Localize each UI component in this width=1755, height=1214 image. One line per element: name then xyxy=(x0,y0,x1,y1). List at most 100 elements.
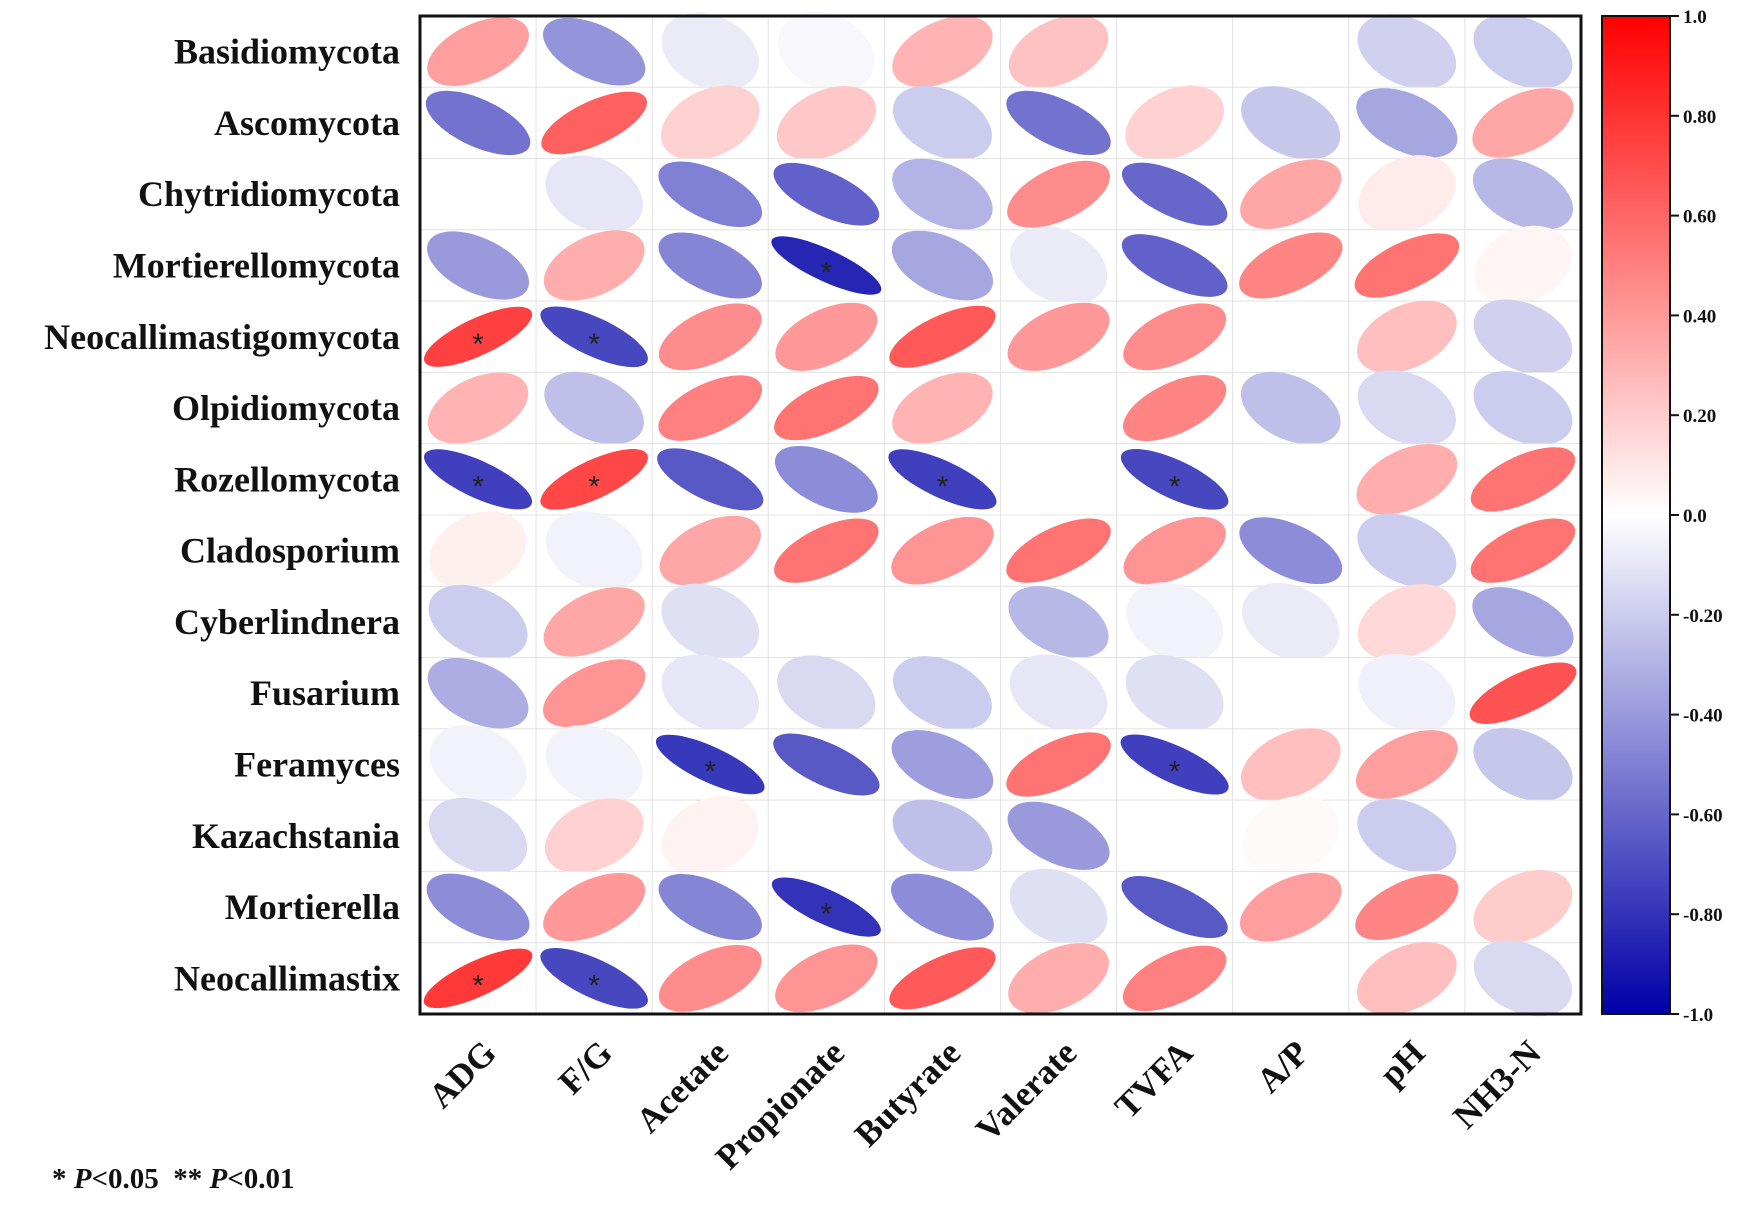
correlation-ellipse xyxy=(661,583,760,661)
correlation-ellipse xyxy=(1126,582,1224,662)
correlation-ellipse xyxy=(426,873,530,941)
row-label: Rozellomycota xyxy=(174,459,400,499)
correlation-ellipse xyxy=(892,158,993,230)
correlation-ellipse xyxy=(1470,447,1576,512)
correlation-ellipse xyxy=(544,798,644,874)
significance-star: * xyxy=(1169,756,1181,789)
significance-footnote: * P<0.05 ** P<0.01 xyxy=(52,1163,295,1195)
grid-cell xyxy=(1232,657,1350,730)
correlation-ellipse xyxy=(429,724,527,805)
correlation-ellipse xyxy=(773,162,880,226)
grid-cell xyxy=(1232,15,1350,88)
colorbar-tick-label: 0.20 xyxy=(1683,406,1716,427)
correlation-ellipse xyxy=(1242,795,1339,876)
grid-cell xyxy=(1116,15,1234,88)
correlation-ellipse xyxy=(1008,943,1109,1014)
correlation-ellipse xyxy=(661,654,760,732)
colorbar-gradient xyxy=(1601,15,1671,1015)
correlation-ellipse xyxy=(771,877,881,937)
correlation-ellipse xyxy=(1473,870,1573,945)
correlation-ellipse xyxy=(1357,300,1457,374)
grid-cell xyxy=(767,799,885,872)
column-label: Butyrate xyxy=(847,1033,968,1154)
correlation-ellipse xyxy=(1357,798,1457,873)
colorbar-tick-label: 0.0 xyxy=(1683,506,1707,527)
correlation-ellipse xyxy=(776,86,876,160)
significance-star: * xyxy=(472,328,484,361)
correlation-ellipse xyxy=(1473,14,1573,89)
grid-cell xyxy=(419,158,537,231)
row-label: Mortierellomycota xyxy=(113,246,400,286)
colorbar-tick-label: -0.40 xyxy=(1683,706,1723,727)
correlation-ellipse xyxy=(661,12,759,91)
row-label: Chytridiomycota xyxy=(138,174,400,214)
colorbar-tick-label: 0.60 xyxy=(1683,207,1716,228)
correlation-ellipse xyxy=(889,947,996,1010)
correlation-ellipse xyxy=(1241,86,1341,160)
correlation-ellipse xyxy=(1240,371,1341,445)
significance-star: * xyxy=(472,470,484,503)
row-labels: Basidiomycota Ascomycota Chytridiomycota Mo… xyxy=(44,32,400,999)
correlation-ellipse xyxy=(1123,516,1226,585)
correlation-ellipse xyxy=(1121,234,1228,297)
correlation-ellipse xyxy=(1357,942,1457,1015)
correlation-ellipse xyxy=(775,944,878,1013)
correlation-ellipse xyxy=(888,449,997,510)
correlation-ellipse xyxy=(542,17,646,86)
correlation-ellipse xyxy=(1006,732,1111,797)
correlation-ellipse xyxy=(658,303,762,371)
correlation-ellipse xyxy=(892,85,992,160)
significance-star: * xyxy=(588,328,600,361)
grid-cell xyxy=(1232,300,1350,373)
correlation-ellipse xyxy=(1123,303,1227,371)
correlation-ellipse xyxy=(429,511,527,591)
correlation-ellipse xyxy=(1357,14,1457,90)
colorbar-tick-label: 0.80 xyxy=(1683,107,1716,128)
correlation-ellipse xyxy=(1007,801,1110,870)
plot-frame xyxy=(418,14,1583,1016)
correlation-ellipse xyxy=(1355,874,1459,941)
correlation-ellipse xyxy=(1472,158,1574,231)
correlation-ellipse xyxy=(891,230,994,301)
correlation-ellipse xyxy=(891,873,994,941)
correlation-ellipse xyxy=(1009,654,1108,732)
correlation-ellipse xyxy=(658,232,762,299)
correlation-ellipse xyxy=(428,797,528,874)
significance-star: * xyxy=(821,898,833,931)
correlation-ellipse xyxy=(541,91,648,155)
column-label: pH xyxy=(1372,1033,1433,1094)
colorbar-tick-label: 1.0 xyxy=(1683,7,1707,28)
correlation-ellipse xyxy=(774,445,878,513)
row-label: Mortierella xyxy=(225,887,400,927)
correlation-ellipse xyxy=(1121,162,1228,226)
correlation-ellipse xyxy=(545,511,643,591)
column-label: F/G xyxy=(551,1033,620,1102)
correlation-ellipse xyxy=(1239,517,1343,585)
correlation-ellipse xyxy=(1122,375,1227,442)
correlation-ellipse xyxy=(1355,730,1458,799)
row-label: Cladosporium xyxy=(180,531,400,571)
grid-cell xyxy=(1232,443,1350,516)
correlation-ellipse xyxy=(775,302,878,371)
correlation-ellipse xyxy=(892,16,993,88)
correlation-ellipse xyxy=(658,944,762,1012)
row-label: Fusarium xyxy=(250,673,400,713)
correlation-ellipse xyxy=(428,584,528,659)
correlation-ellipse xyxy=(1356,444,1458,515)
correlation-ellipse xyxy=(427,657,529,729)
column-label: ADG xyxy=(421,1033,504,1116)
correlation-ellipse xyxy=(1006,518,1111,583)
row-label: Neocallimastix xyxy=(174,958,400,998)
correlation-ellipse xyxy=(544,371,644,445)
correlation-ellipse xyxy=(778,11,875,92)
correlation-ellipse xyxy=(1472,587,1574,657)
correlation-ellipse xyxy=(423,948,533,1009)
correlation-ellipse xyxy=(1009,226,1108,305)
correlation-ellipse xyxy=(773,733,880,796)
correlation-ellipse xyxy=(661,796,759,876)
column-label: TVFA xyxy=(1107,1033,1201,1127)
correlation-ellipse xyxy=(543,230,645,301)
colorbar: 1.0 0.80 0.60 0.40 0.20 0.0 -0.20 -0.40 -0.60 -0.… xyxy=(1601,7,1723,1026)
